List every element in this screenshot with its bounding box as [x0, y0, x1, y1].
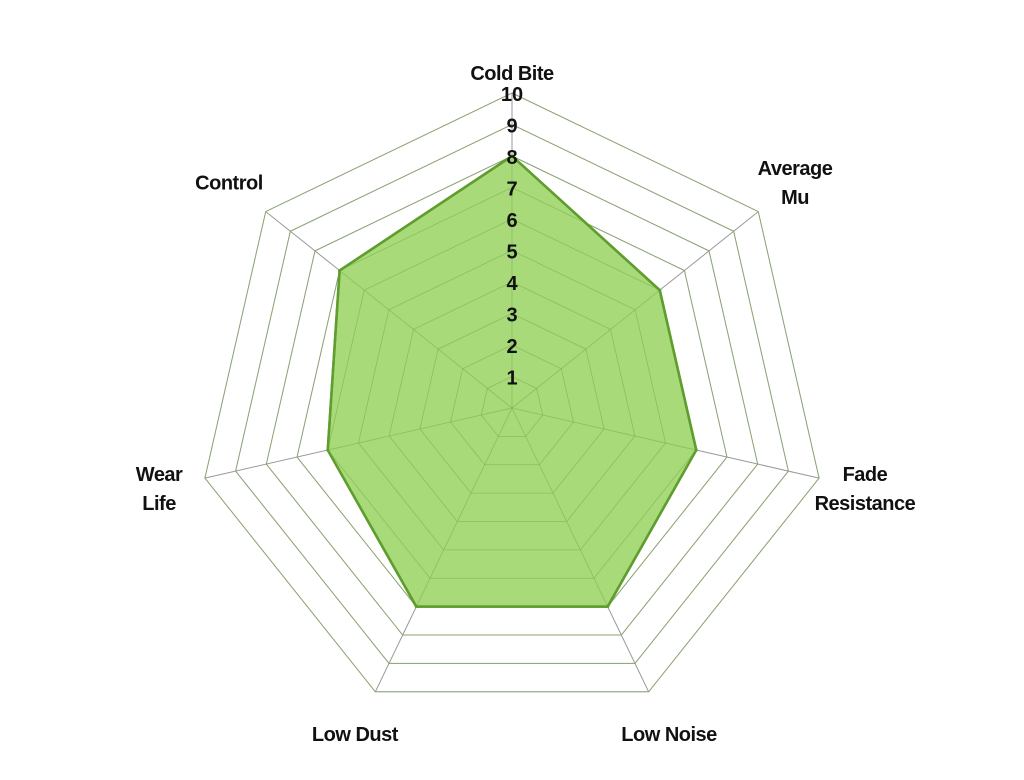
series-outline [326, 154, 698, 608]
data-point [658, 288, 662, 292]
axis-label-line: Fade [843, 464, 888, 486]
axis-label-line: Control [195, 172, 263, 194]
grid-ring-overlay [388, 281, 636, 522]
data-point [338, 269, 342, 273]
grid-ring-overlay [235, 124, 789, 664]
grid-ring-overlay [358, 250, 666, 551]
axis-label-line: Average [758, 158, 833, 180]
tick-label: 3 [506, 305, 517, 327]
tick-label: 9 [506, 116, 517, 138]
tick-label: 1 [506, 368, 517, 390]
tick-label: 8 [506, 147, 517, 169]
axis-label: Low Dust [312, 724, 399, 746]
tick-label: 4 [506, 273, 518, 295]
grid-ring-overlay [450, 344, 574, 466]
tick-label: 5 [506, 242, 517, 264]
axis-label: Average Mu [758, 158, 833, 209]
axis-label-line: Mu [781, 187, 809, 209]
axis-label-line: Resistance [815, 493, 916, 515]
axis-labels: Cold Bite Average Mu Fade Resistance Low Nois… [136, 63, 916, 746]
axis-label: Wear Life [136, 464, 183, 515]
axis-label-line: Low Noise [621, 724, 717, 746]
grid-spoke-overlay [511, 407, 697, 451]
tick-label: 10 [501, 84, 523, 106]
grid-ring-overlay [419, 313, 605, 494]
tick-labels: 1 2 3 4 5 6 7 8 9 10 [501, 84, 523, 390]
axis-label: Control [195, 172, 263, 194]
grid-spoke-overlay [511, 289, 661, 409]
axis-label-line: Cold Bite [470, 63, 554, 85]
grid-spoke-overlay [511, 407, 609, 607]
data-point [606, 605, 610, 609]
tick-label: 2 [506, 336, 517, 358]
axis-label: Cold Bite [470, 63, 554, 85]
axis-label-line: Life [142, 493, 176, 515]
data-point [510, 154, 514, 158]
grid-spoke-overlay [415, 407, 513, 607]
axis-label: Low Noise [621, 724, 717, 746]
data-point [414, 605, 418, 609]
axis-label-line: Wear [136, 464, 183, 486]
tick-label: 7 [506, 179, 517, 201]
data-point [694, 448, 698, 452]
grid-ring-overlay [265, 155, 759, 636]
grid-ring-overlay [204, 92, 820, 693]
series [204, 92, 820, 693]
grid-ring-overlay [480, 376, 544, 437]
grid-spoke-overlay [339, 270, 513, 409]
axis-label: Fade Resistance [815, 464, 916, 515]
data-point [326, 448, 330, 452]
grid-spoke-overlay [327, 407, 513, 451]
axis-label-line: Low Dust [312, 724, 399, 746]
tick-label: 6 [506, 210, 517, 232]
